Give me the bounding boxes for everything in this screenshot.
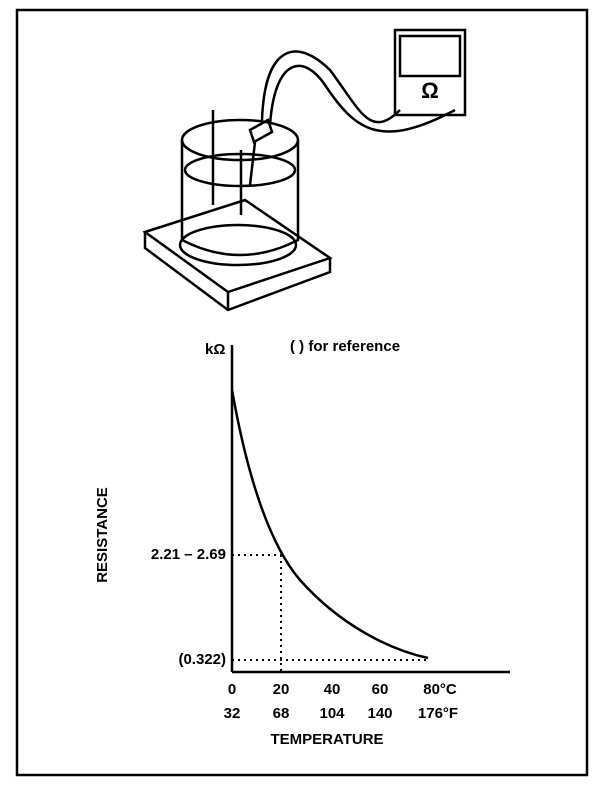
x-axis-title: TEMPERATURE: [270, 731, 383, 748]
frame: [15, 8, 589, 777]
x-label-celsius: 60: [372, 681, 389, 698]
illustration: Ω: [142, 28, 467, 312]
x-label-celsius: 20: [273, 681, 290, 698]
meter-display: [398, 34, 462, 78]
graph: kΩ ( ) for reference 2.21 – 2.69 (0.322)…: [94, 338, 510, 748]
y-unit: kΩ: [205, 341, 225, 358]
wire-1: [260, 50, 401, 124]
x-label-fahrenheit: 68: [273, 705, 290, 722]
y-label: (0.322): [178, 651, 226, 668]
meter-symbol: Ω: [421, 78, 439, 103]
thermometer: [211, 110, 243, 215]
sensor: [248, 118, 274, 186]
x-label-celsius: 40: [324, 681, 341, 698]
x-label-celsius: 80°C: [423, 681, 457, 698]
x-label-celsius: 0: [228, 681, 236, 698]
x-label-fahrenheit: 176°F: [418, 705, 458, 722]
plate-ring: [178, 223, 298, 267]
hot-plate: [142, 198, 333, 312]
x-label-fahrenheit: 32: [224, 705, 241, 722]
reference-lines: [232, 554, 428, 672]
y-label: 2.21 – 2.69: [151, 546, 226, 563]
ohmmeter: [393, 28, 467, 117]
x-label-fahrenheit: 140: [367, 705, 392, 722]
resistance-curve: [230, 389, 429, 660]
reference-note: ( ) for reference: [290, 338, 400, 355]
beaker: [180, 140, 300, 257]
wire-2: [268, 64, 456, 133]
y-axis-title: RESISTANCE: [94, 487, 111, 583]
x-label-fahrenheit: 104: [319, 705, 345, 722]
